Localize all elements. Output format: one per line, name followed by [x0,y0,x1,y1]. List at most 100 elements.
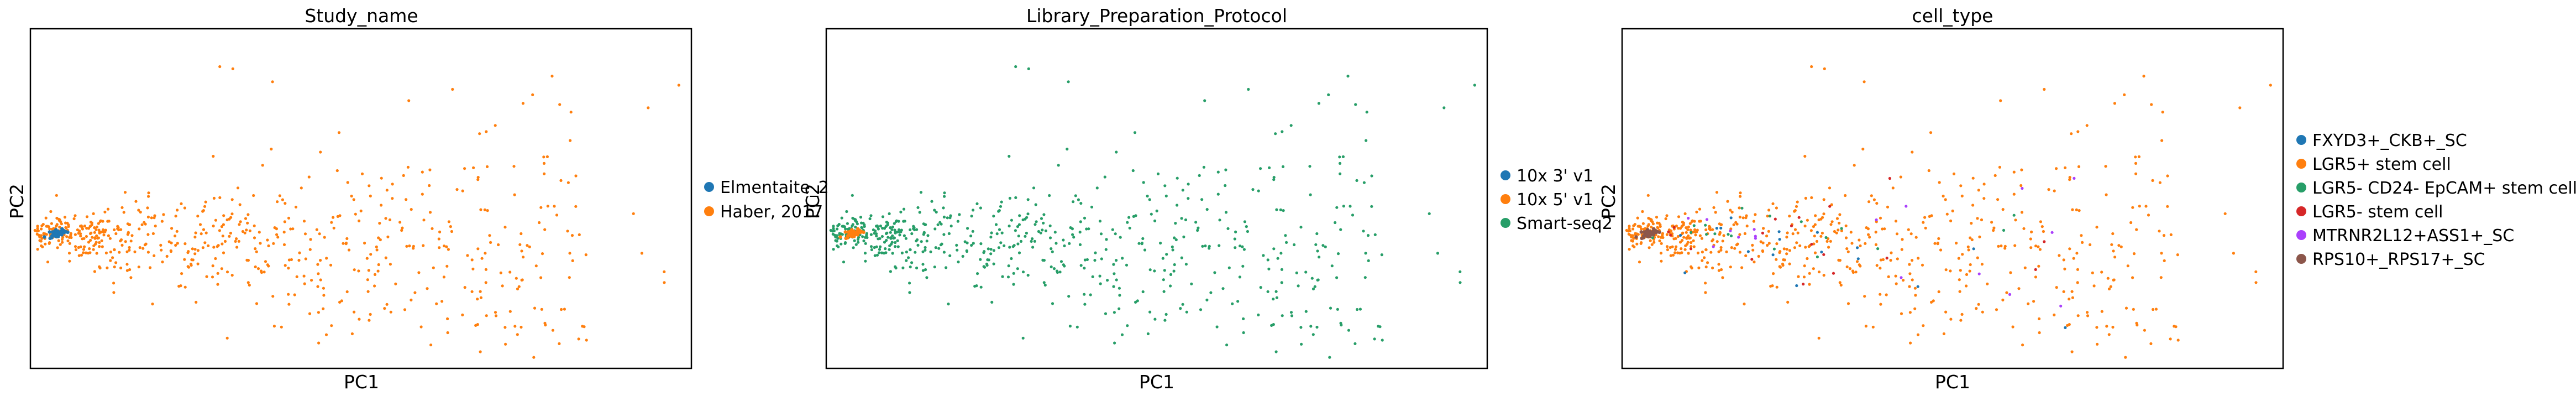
scatter-point [225,218,229,222]
scatter-point [1176,204,1179,207]
scatter-point [534,264,538,268]
scatter-point [1203,99,1206,102]
scatter-point [79,232,82,236]
scatter-point [1017,235,1020,238]
scatter-point [1039,231,1042,235]
scatter-point [1042,281,1046,284]
scatter-point [2143,329,2146,332]
scatter-point [921,269,925,272]
scatter-point [987,247,990,251]
scatter-point [863,252,867,255]
scatter-point [1977,189,1980,192]
scatter-point [915,228,919,231]
scatter-point [46,225,49,228]
scatter-point [479,296,483,299]
scatter-point [58,226,61,229]
scatter-point [1050,247,1053,251]
scatter-point [2223,212,2227,215]
scatter-point [1126,221,1129,224]
scatter-point [1715,191,1719,194]
scatter-point [1239,244,1242,248]
scatter-point [2077,165,2081,168]
scatter-point [1083,267,1086,270]
scatter-point [1068,242,1071,245]
scatter-point [1054,242,1058,245]
scatter-point [1894,274,1897,278]
scatter-point [139,210,142,214]
scatter-point [335,169,339,173]
scatter-point [1741,216,1745,220]
scatter-point [287,258,291,262]
scatter-point [98,241,101,244]
scatter-point [1824,236,1828,239]
scatter-point [1844,224,1848,227]
scatter-point [484,252,487,255]
scatter-point [1118,287,1121,290]
scatter-point [1309,193,1312,196]
scatter-point [330,324,333,327]
scatter-point [1197,226,1200,230]
scatter-point [195,300,198,304]
scatter-point [1944,198,1947,201]
scatter-point [2072,257,2075,260]
scatter-point [1033,239,1036,243]
scatter-point [1295,271,1298,274]
scatter-point [1675,245,1678,248]
scatter-point [1184,218,1188,222]
scatter-point [479,290,482,293]
scatter-point [846,227,849,231]
scatter-point [255,302,259,305]
scatter-point [125,263,129,266]
scatter-point [254,247,257,251]
scatter-point [990,300,994,304]
scatter-point [97,236,100,239]
scatter-point [1051,302,1054,305]
scatter-point [284,264,287,267]
scatter-point [1729,209,1732,212]
scatter-point [2232,252,2235,255]
scatter-point [1960,194,1964,197]
y-axis-label: PC2 [802,184,823,219]
legend-item: MTRNR2L12+ASS1+_SC [2296,226,2514,246]
scatter-point [273,226,276,230]
scatter-point [2169,233,2173,236]
scatter-point [902,207,906,211]
scatter-point [955,243,958,247]
scatter-point [1114,232,1117,236]
scatter-point [1798,244,1802,247]
scatter-point [2123,93,2126,96]
scatter-point [989,248,993,251]
scatter-point [1907,228,1910,231]
scatter-point [1304,310,1308,313]
scatter-point [1949,269,1952,273]
scatter-point [1339,228,1342,231]
scatter-point [109,251,112,254]
scatter-point [1845,247,1849,251]
scatter-point [1945,212,1949,216]
scatter-point [1315,325,1319,329]
scatter-point [65,235,69,238]
scatter-point [1311,287,1315,291]
scatter-point [1819,235,1823,238]
scatter-point [281,198,284,201]
scatter-point [925,239,928,243]
scatter-point [1840,227,1843,230]
scatter-point [293,293,296,296]
scatter-point [1861,147,1865,151]
scatter-point [211,275,214,279]
scatter-point [1458,270,1462,273]
scatter-point [410,298,413,302]
scatter-point [340,299,343,303]
scatter-point [319,278,322,282]
scatter-point [990,231,993,235]
scatter-point [238,223,241,226]
scatter-point [840,242,843,246]
scatter-point [366,278,369,282]
scatter-point [322,307,325,310]
scatter-point [2062,290,2065,293]
legend-label: LGR5- CD24- EpCAM+ stem cell [2312,179,2576,198]
scatter-point [102,233,106,237]
scatter-point [1458,281,1462,284]
scatter-point [55,223,59,226]
scatter-point [640,252,643,255]
